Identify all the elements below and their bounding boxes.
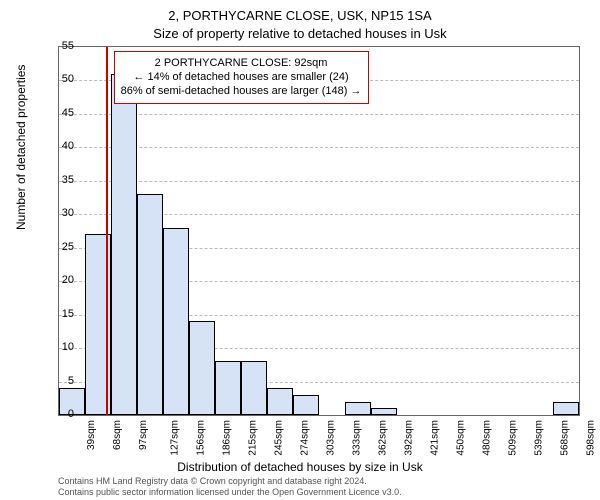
histogram-bar <box>241 361 267 415</box>
histogram-bar <box>137 194 163 415</box>
footer-line2: Contains public sector information licen… <box>58 487 402 498</box>
histogram-bar <box>215 361 241 415</box>
y-axis-label: Number of detached properties <box>14 65 28 230</box>
x-tick-label: 186sqm <box>222 420 233 456</box>
x-tick-label: 421sqm <box>430 420 441 456</box>
histogram-bar <box>163 228 189 415</box>
y-tick-label: 45 <box>48 107 74 119</box>
histogram-bar <box>111 74 137 415</box>
x-tick-label: 68sqm <box>112 420 123 450</box>
info-box-line1: 2 PORTHYCARNE CLOSE: 92sqm <box>121 56 362 70</box>
x-tick-label: 539sqm <box>534 420 545 456</box>
x-tick-label: 97sqm <box>138 420 149 450</box>
y-tick-label: 5 <box>48 375 74 387</box>
x-axis-label: Distribution of detached houses by size … <box>0 460 600 474</box>
x-tick-label: 568sqm <box>560 420 571 456</box>
y-tick-label: 20 <box>48 274 74 286</box>
x-tick-label: 127sqm <box>170 420 181 456</box>
x-tick-label: 303sqm <box>326 420 337 456</box>
y-tick-label: 10 <box>48 341 74 353</box>
x-tick-label: 39sqm <box>86 420 97 450</box>
histogram-bar <box>553 402 579 415</box>
gridline <box>59 147 579 148</box>
x-tick-label: 215sqm <box>248 420 259 456</box>
x-tick-label: 274sqm <box>300 420 311 456</box>
histogram-bar <box>371 408 397 415</box>
x-tick-label: 245sqm <box>274 420 285 456</box>
chart-footer: Contains HM Land Registry data © Crown c… <box>58 476 402 498</box>
gridline <box>59 114 579 115</box>
histogram-bar <box>293 395 319 415</box>
histogram-bar <box>345 402 371 415</box>
y-tick-label: 15 <box>48 308 74 320</box>
plot-area: 2 PORTHYCARNE CLOSE: 92sqm← 14% of detac… <box>58 46 580 416</box>
histogram-bar <box>189 321 215 415</box>
info-box-line3: 86% of semi-detached houses are larger (… <box>121 84 362 98</box>
x-tick-label: 598sqm <box>586 420 597 456</box>
x-tick-label: 392sqm <box>404 420 415 456</box>
x-tick-label: 333sqm <box>352 420 363 456</box>
info-box: 2 PORTHYCARNE CLOSE: 92sqm← 14% of detac… <box>114 51 369 104</box>
x-tick-label: 509sqm <box>508 420 519 456</box>
x-tick-label: 362sqm <box>378 420 389 456</box>
gridline <box>59 181 579 182</box>
y-tick-label: 50 <box>48 73 74 85</box>
x-tick-label: 480sqm <box>482 420 493 456</box>
chart-title-line1: 2, PORTHYCARNE CLOSE, USK, NP15 1SA <box>0 8 600 23</box>
reference-line <box>106 47 108 415</box>
footer-line1: Contains HM Land Registry data © Crown c… <box>58 476 402 487</box>
y-tick-label: 30 <box>48 207 74 219</box>
y-tick-label: 40 <box>48 140 74 152</box>
chart-container: 2, PORTHYCARNE CLOSE, USK, NP15 1SA Size… <box>0 0 600 500</box>
y-tick-label: 35 <box>48 174 74 186</box>
info-box-line2: ← 14% of detached houses are smaller (24… <box>121 70 362 84</box>
histogram-bar <box>267 388 293 415</box>
chart-title-line2: Size of property relative to detached ho… <box>0 26 600 41</box>
y-tick-label: 0 <box>48 408 74 420</box>
x-tick-label: 156sqm <box>196 420 207 456</box>
y-tick-label: 55 <box>48 40 74 52</box>
x-tick-label: 450sqm <box>456 420 467 456</box>
y-tick-label: 25 <box>48 241 74 253</box>
